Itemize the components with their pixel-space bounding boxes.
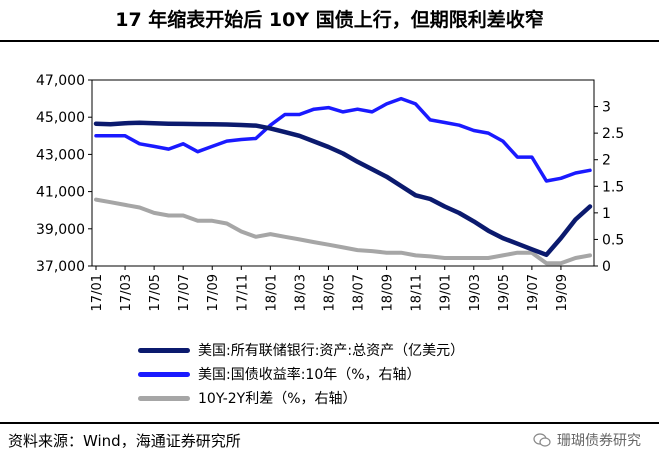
chart-title: 17 年缩表开始后 10Y 国债上行，但期限利差收窄 (115, 9, 544, 31)
legend-swatch-yield (138, 371, 190, 377)
x-tick-label: 19/09 (555, 274, 570, 311)
x-tick-label: 19/07 (526, 274, 541, 311)
x-tick-label: 19/01 (439, 274, 454, 311)
left-tick-label: 41,000 (36, 185, 85, 201)
x-tick-label: 17/01 (90, 274, 105, 311)
legend-label-assets: 美国:所有联储银行:资产:总资产（亿美元） (198, 343, 465, 359)
plot-frame (91, 79, 595, 267)
series-line-yield (94, 96, 592, 183)
series-line-assets (93, 120, 593, 258)
left-tick-label: 43,000 (36, 147, 85, 163)
legend-item-spread: 10Y-2Y利差（%，右轴） (138, 386, 464, 410)
left-tick-label: 37,000 (36, 259, 85, 275)
x-tick-label: 17/07 (177, 274, 192, 311)
x-tick-label: 18/05 (322, 274, 337, 311)
legend: 美国:所有联储银行:资产:总资产（亿美元） 美国:国债收益率:10年（%，右轴）… (138, 338, 464, 410)
left-tick-label: 39,000 (36, 222, 85, 238)
x-tick-label: 19/05 (497, 274, 512, 311)
x-tick-label: 17/05 (148, 274, 163, 311)
x-tick-label: 18/01 (264, 274, 279, 311)
right-tick-label: 2 (602, 153, 611, 169)
bottom-rule (0, 422, 659, 424)
right-tick-label: 1.5 (602, 179, 624, 195)
top-rule (0, 40, 659, 42)
left-axis: 37,000 39,000 41,000 43,000 45,000 47,000 (36, 73, 92, 275)
left-tick-label: 47,000 (36, 73, 85, 89)
source-note: 资料来源：Wind，海通证券研究所 (8, 432, 241, 450)
watermark: 珊瑚债券研究 (533, 430, 641, 450)
legend-swatch-spread (138, 395, 190, 401)
right-tick-label: 3 (602, 100, 611, 116)
watermark-text: 珊瑚债券研究 (557, 433, 641, 449)
x-tick-label: 18/07 (352, 274, 367, 311)
x-tick-label: 17/09 (206, 274, 221, 311)
chart-area: 37,000 39,000 41,000 43,000 45,000 47,000 0 0.… (36, 73, 624, 311)
x-tick-label: 19/03 (468, 274, 483, 311)
right-tick-label: 0 (602, 259, 611, 275)
x-tick-label: 17/11 (235, 274, 250, 311)
x-tick-label: 18/09 (381, 274, 396, 311)
legend-label-yield: 美国:国债收益率:10年（%，右轴） (198, 367, 421, 383)
series-line-spread (94, 197, 592, 266)
legend-item-yield: 美国:国债收益率:10年（%，右轴） (138, 362, 464, 386)
left-tick-label: 45,000 (36, 110, 85, 126)
x-tick-label: 18/11 (410, 274, 425, 311)
right-axis: 0 0.5 1 1.5 2 2.5 3 (594, 100, 624, 275)
x-tick-label: 18/03 (293, 274, 308, 311)
right-tick-label: 2.5 (602, 126, 624, 142)
wechat-icon (533, 433, 551, 447)
legend-label-spread: 10Y-2Y利差（%，右轴） (198, 391, 357, 407)
x-axis: 17/01 17/03 17/05 17/07 17/09 17/11 18/01 18/03… (90, 266, 570, 311)
right-tick-label: 0.5 (602, 232, 624, 248)
x-tick-label: 17/03 (119, 274, 134, 311)
legend-item-assets: 美国:所有联储银行:资产:总资产（亿美元） (138, 338, 464, 362)
legend-swatch-assets (138, 347, 190, 353)
series-layer (93, 96, 593, 266)
right-tick-label: 1 (602, 206, 611, 222)
